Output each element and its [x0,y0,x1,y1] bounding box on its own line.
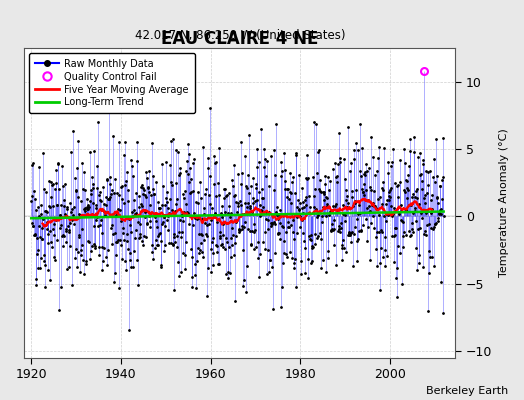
Title: EAU CLAIRE 4 NE: EAU CLAIRE 4 NE [161,30,319,48]
Y-axis label: Temperature Anomaly (°C): Temperature Anomaly (°C) [499,128,509,277]
Legend: Raw Monthly Data, Quality Control Fail, Five Year Moving Average, Long-Term Tren: Raw Monthly Data, Quality Control Fail, … [29,53,194,113]
Text: Berkeley Earth: Berkeley Earth [426,386,508,396]
Text: 42.017 N, 86.250 W (United States): 42.017 N, 86.250 W (United States) [135,29,345,42]
